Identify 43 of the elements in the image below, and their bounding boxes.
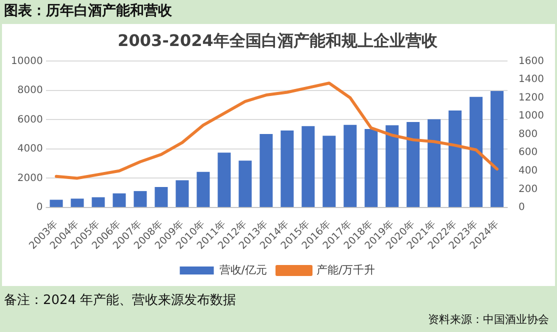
chart-title: 2003-2024年全国白酒产能和规上企业营收 xyxy=(118,30,438,50)
legend-label: 产能/万千升 xyxy=(316,263,376,276)
bar xyxy=(322,136,336,207)
text: 备注：2024 年产能、营收来源发布数据 xyxy=(4,292,236,309)
bar xyxy=(154,186,168,207)
y2-tick-label: 800 xyxy=(518,128,538,140)
y-tick-label: 8000 xyxy=(17,85,43,96)
bar xyxy=(364,129,378,207)
y2-tick-label: 600 xyxy=(518,147,538,158)
bar xyxy=(112,193,126,207)
y2-tick-label: 200 xyxy=(518,184,538,195)
y2-tick-label: 0 xyxy=(518,202,525,214)
bar xyxy=(92,197,105,207)
y2-tick-label: 1000 xyxy=(518,110,544,122)
bar xyxy=(218,152,231,207)
bar xyxy=(386,125,399,207)
y-tick-label: 2000 xyxy=(17,172,43,184)
bar xyxy=(470,96,483,207)
bar xyxy=(280,130,294,207)
bar xyxy=(50,200,63,207)
bar xyxy=(260,134,273,207)
y2-tick-label: 400 xyxy=(518,165,538,176)
y2-tick-label: 1200 xyxy=(518,92,544,104)
y2-tick-label: 1600 xyxy=(518,56,544,67)
bar xyxy=(490,91,504,207)
bar xyxy=(238,160,252,207)
bar xyxy=(302,126,315,207)
bar xyxy=(176,180,189,207)
bar xyxy=(448,110,462,207)
text: 资料来源：中国酒业协会 xyxy=(428,312,549,327)
y2-tick-label: 1400 xyxy=(518,74,544,86)
y-tick-label: 6000 xyxy=(17,114,43,126)
bar xyxy=(134,191,147,207)
legend-label: 营收/亿元 xyxy=(219,263,268,276)
y-tick-label: 4000 xyxy=(17,144,43,155)
y-tick-label: 0 xyxy=(36,202,43,214)
bar xyxy=(428,119,441,207)
bar xyxy=(406,122,420,207)
bar xyxy=(196,172,210,207)
bar xyxy=(344,124,357,207)
y-tick-label: 10000 xyxy=(11,56,43,67)
text: 图表：历年白酒产能和营收 xyxy=(4,2,172,20)
bar xyxy=(70,198,84,207)
